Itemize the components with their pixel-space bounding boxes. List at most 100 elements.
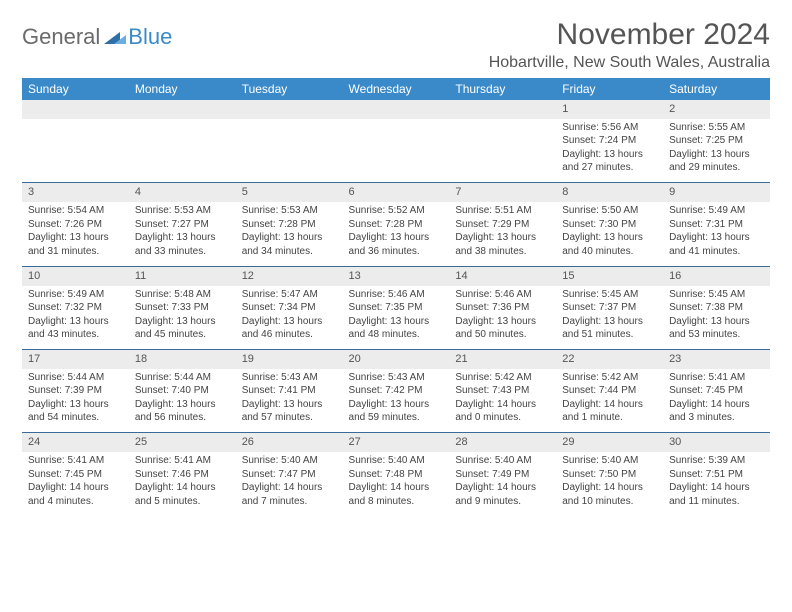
day-line: Daylight: 14 hours xyxy=(349,481,444,495)
day-line: Sunset: 7:26 PM xyxy=(28,218,123,232)
day-line: Daylight: 14 hours xyxy=(242,481,337,495)
day-line: Sunrise: 5:43 AM xyxy=(242,371,337,385)
day-line: and 46 minutes. xyxy=(242,328,337,342)
weekday-header-row: Sunday Monday Tuesday Wednesday Thursday… xyxy=(22,78,770,100)
day-cell: Sunrise: 5:41 AMSunset: 7:45 PMDaylight:… xyxy=(663,369,770,433)
day-line: Sunrise: 5:45 AM xyxy=(562,288,657,302)
logo-mark-icon xyxy=(104,26,126,49)
day-line: and 11 minutes. xyxy=(669,495,764,509)
daynum-row: 24252627282930 xyxy=(22,433,770,452)
day-line: Sunset: 7:32 PM xyxy=(28,301,123,315)
day-line: and 40 minutes. xyxy=(562,245,657,259)
day-line: Daylight: 13 hours xyxy=(455,315,550,329)
day-line: Sunset: 7:46 PM xyxy=(135,468,230,482)
day-line: Sunrise: 5:54 AM xyxy=(28,204,123,218)
day-number xyxy=(236,100,343,119)
day-line: Daylight: 13 hours xyxy=(135,398,230,412)
day-line: Daylight: 13 hours xyxy=(28,231,123,245)
day-line: Daylight: 14 hours xyxy=(28,481,123,495)
day-cell: Sunrise: 5:55 AMSunset: 7:25 PMDaylight:… xyxy=(663,119,770,183)
day-line: Sunset: 7:39 PM xyxy=(28,384,123,398)
day-number: 16 xyxy=(663,266,770,285)
day-number: 24 xyxy=(22,433,129,452)
day-line: Sunset: 7:33 PM xyxy=(135,301,230,315)
day-cell: Sunrise: 5:56 AMSunset: 7:24 PMDaylight:… xyxy=(556,119,663,183)
day-line: and 7 minutes. xyxy=(242,495,337,509)
day-line: and 10 minutes. xyxy=(562,495,657,509)
day-cell: Sunrise: 5:44 AMSunset: 7:40 PMDaylight:… xyxy=(129,369,236,433)
day-number: 3 xyxy=(22,183,129,202)
day-cell: Sunrise: 5:45 AMSunset: 7:37 PMDaylight:… xyxy=(556,286,663,350)
day-line: and 33 minutes. xyxy=(135,245,230,259)
day-line: Daylight: 13 hours xyxy=(669,231,764,245)
day-line: Sunrise: 5:55 AM xyxy=(669,121,764,135)
day-cell: Sunrise: 5:40 AMSunset: 7:50 PMDaylight:… xyxy=(556,452,663,516)
day-cell: Sunrise: 5:43 AMSunset: 7:41 PMDaylight:… xyxy=(236,369,343,433)
logo: General Blue xyxy=(22,18,172,50)
day-cell xyxy=(449,119,556,183)
day-cell: Sunrise: 5:44 AMSunset: 7:39 PMDaylight:… xyxy=(22,369,129,433)
detail-row: Sunrise: 5:49 AMSunset: 7:32 PM Daylight:… xyxy=(22,286,770,350)
day-number: 2 xyxy=(663,100,770,119)
day-line: and 5 minutes. xyxy=(135,495,230,509)
day-number: 6 xyxy=(343,183,450,202)
day-number: 28 xyxy=(449,433,556,452)
day-line: Daylight: 13 hours xyxy=(669,315,764,329)
day-line: Daylight: 13 hours xyxy=(135,231,230,245)
day-number xyxy=(449,100,556,119)
day-line: Sunrise: 5:45 AM xyxy=(669,288,764,302)
day-line: Sunset: 7:35 PM xyxy=(349,301,444,315)
day-line: Sunset: 7:30 PM xyxy=(562,218,657,232)
day-cell: Sunrise: 5:52 AMSunset: 7:28 PMDaylight:… xyxy=(343,202,450,266)
day-line: Sunset: 7:37 PM xyxy=(562,301,657,315)
day-line: and 1 minute. xyxy=(562,411,657,425)
detail-row: Sunrise: 5:54 AMSunset: 7:26 PMDaylight:… xyxy=(22,202,770,266)
day-line: Sunrise: 5:40 AM xyxy=(455,454,550,468)
day-line: Sunrise: 5:39 AM xyxy=(669,454,764,468)
header: General Blue November 2024 Hobartville, … xyxy=(22,18,770,72)
day-number: 13 xyxy=(343,266,450,285)
day-line: and 54 minutes. xyxy=(28,411,123,425)
day-line: Sunrise: 5:44 AM xyxy=(28,371,123,385)
day-cell: Sunrise: 5:42 AMSunset: 7:43 PMDaylight:… xyxy=(449,369,556,433)
day-number: 1 xyxy=(556,100,663,119)
day-cell: Sunrise: 5:39 AMSunset: 7:51 PMDaylight:… xyxy=(663,452,770,516)
day-line: Daylight: 13 hours xyxy=(135,315,230,329)
daynum-row: 17181920212223 xyxy=(22,350,770,369)
day-line: Sunrise: 5:44 AM xyxy=(135,371,230,385)
day-line: Sunset: 7:45 PM xyxy=(669,384,764,398)
day-line: Sunset: 7:41 PM xyxy=(242,384,337,398)
col-header: Saturday xyxy=(663,78,770,100)
day-cell xyxy=(343,119,450,183)
day-line: Daylight: 13 hours xyxy=(349,398,444,412)
day-line: Sunrise: 5:53 AM xyxy=(135,204,230,218)
day-number: 9 xyxy=(663,183,770,202)
daynum-row: 12 xyxy=(22,100,770,119)
day-line: Sunrise: 5:41 AM xyxy=(28,454,123,468)
day-number: 20 xyxy=(343,350,450,369)
day-line: Daylight: 13 hours xyxy=(349,315,444,329)
day-line: Sunset: 7:34 PM xyxy=(242,301,337,315)
col-header: Wednesday xyxy=(343,78,450,100)
day-line: Daylight: 13 hours xyxy=(562,315,657,329)
day-cell xyxy=(236,119,343,183)
day-cell: Sunrise: 5:40 AMSunset: 7:47 PMDaylight:… xyxy=(236,452,343,516)
day-line: Sunset: 7:44 PM xyxy=(562,384,657,398)
day-line: Daylight: 13 hours xyxy=(562,231,657,245)
day-line: Sunset: 7:28 PM xyxy=(349,218,444,232)
day-number: 17 xyxy=(22,350,129,369)
day-line: and 43 minutes. xyxy=(28,328,123,342)
day-line: Sunset: 7:50 PM xyxy=(562,468,657,482)
day-line: Daylight: 13 hours xyxy=(349,231,444,245)
day-number: 27 xyxy=(343,433,450,452)
detail-row: Sunrise: 5:56 AMSunset: 7:24 PMDaylight:… xyxy=(22,119,770,183)
day-number xyxy=(343,100,450,119)
day-line: Sunset: 7:40 PM xyxy=(135,384,230,398)
day-line: Sunset: 7:27 PM xyxy=(135,218,230,232)
day-line: Daylight: 14 hours xyxy=(562,481,657,495)
col-header: Sunday xyxy=(22,78,129,100)
day-line: Sunrise: 5:49 AM xyxy=(28,288,123,302)
day-line: and 38 minutes. xyxy=(455,245,550,259)
day-line: Sunrise: 5:40 AM xyxy=(562,454,657,468)
day-line: Daylight: 14 hours xyxy=(455,398,550,412)
